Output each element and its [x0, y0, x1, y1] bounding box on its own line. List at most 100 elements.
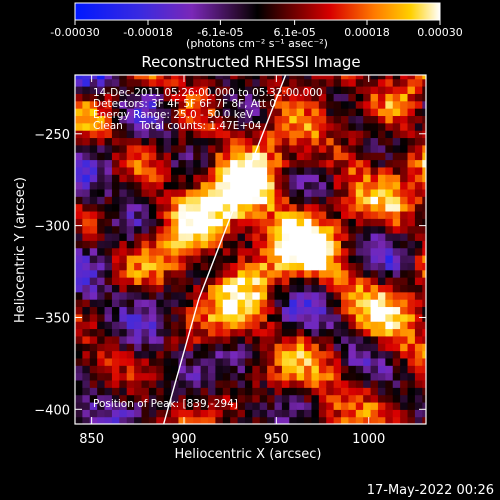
- heatmap-cell: [222, 122, 231, 131]
- heatmap-cell: [326, 144, 335, 153]
- heatmap-cell: [259, 93, 268, 102]
- heatmap-cell: [341, 210, 350, 219]
- heatmap-cell: [385, 159, 394, 168]
- heatmap-cell: [267, 262, 276, 271]
- heatmap-cell: [392, 78, 401, 87]
- heatmap-cell: [156, 306, 165, 315]
- heatmap-cell: [97, 343, 106, 352]
- heatmap-cell: [341, 137, 350, 146]
- heatmap-cell: [148, 232, 157, 241]
- heatmap-cell: [75, 152, 83, 161]
- heatmap-cell: [422, 284, 426, 293]
- heatmap-cell: [252, 313, 261, 322]
- heatmap-cell: [341, 108, 350, 117]
- heatmap-cell: [400, 387, 409, 396]
- heatmap-cell: [407, 328, 416, 337]
- heatmap-cell: [259, 232, 268, 241]
- heatmap-cell: [82, 269, 91, 278]
- heatmap-cell: [407, 75, 416, 80]
- heatmap-cell: [311, 277, 320, 285]
- heatmap-cell: [267, 357, 276, 366]
- heatmap-cell: [148, 196, 157, 205]
- heatmap-cell: [377, 372, 386, 381]
- heatmap-cell: [222, 328, 231, 337]
- heatmap-cell: [252, 232, 261, 241]
- heatmap-cell: [126, 218, 135, 227]
- heatmap-cell: [355, 328, 364, 337]
- heatmap-cell: [200, 181, 209, 190]
- heatmap-cell: [355, 78, 364, 87]
- heatmap-cell: [326, 247, 335, 256]
- heatmap-cell: [318, 255, 327, 263]
- heatmap-cell: [318, 122, 327, 131]
- heatmap-cell: [370, 115, 379, 124]
- heatmap-cell: [267, 321, 276, 330]
- heatmap-cell: [422, 75, 426, 80]
- heatmap-cell: [363, 159, 372, 168]
- heatmap-cell: [377, 291, 386, 300]
- heatmap-cell: [370, 335, 379, 344]
- heatmap-cell: [341, 321, 350, 330]
- heatmap-cell: [355, 225, 364, 234]
- heatmap-cell: [355, 100, 364, 109]
- heatmap-cell: [311, 218, 320, 227]
- heatmap-cell: [311, 108, 320, 117]
- heatmap-cell: [377, 122, 386, 131]
- heatmap-cell: [163, 174, 172, 183]
- heatmap-cell: [141, 218, 150, 227]
- heatmap-cell: [422, 387, 426, 396]
- heatmap-cell: [215, 401, 224, 410]
- heatmap-cell: [200, 335, 209, 344]
- heatmap-cell: [377, 328, 386, 337]
- heatmap-cell: [163, 291, 172, 300]
- heatmap-cell: [141, 196, 150, 205]
- heatmap-cell: [274, 313, 283, 322]
- heatmap-cell: [252, 93, 261, 102]
- heatmap-cell: [407, 416, 416, 424]
- heatmap-cell: [370, 328, 379, 337]
- heatmap-cell: [267, 144, 276, 153]
- heatmap-cell: [141, 108, 150, 117]
- heatmap-cell: [370, 196, 379, 205]
- heatmap-cell: [311, 100, 320, 109]
- heatmap-cell: [355, 174, 364, 183]
- heatmap-cell: [163, 299, 172, 308]
- heatmap-cell: [193, 159, 202, 168]
- heatmap-cell: [407, 218, 416, 227]
- heatmap-cell: [259, 75, 268, 80]
- colorbar: [74, 2, 441, 21]
- heatmap-cell: [259, 379, 268, 388]
- heatmap-cell: [111, 379, 120, 388]
- heatmap-cell: [134, 203, 143, 212]
- heatmap-cell: [333, 174, 342, 183]
- heatmap-cell: [82, 137, 91, 146]
- heatmap-cell: [341, 277, 350, 285]
- heatmap-cell: [75, 291, 83, 300]
- heatmap-cell: [296, 218, 305, 227]
- heatmap-cell: [267, 255, 276, 263]
- heatmap-cell: [370, 225, 379, 234]
- plot-frame: [74, 74, 427, 425]
- heatmap-cell: [97, 394, 106, 403]
- heatmap-cell: [289, 372, 298, 381]
- heatmap-cell: [355, 343, 364, 352]
- heatmap-cell: [422, 93, 426, 102]
- heatmap-cell: [296, 159, 305, 168]
- heatmap-cell: [363, 262, 372, 271]
- heatmap-cell: [400, 210, 409, 219]
- heatmap-cell: [355, 86, 364, 94]
- heatmap-cell: [341, 291, 350, 300]
- heatmap-cell: [244, 75, 253, 80]
- heatmap-cell: [267, 203, 276, 212]
- heatmap-cell: [97, 108, 106, 117]
- heatmap-cell: [208, 115, 216, 124]
- heatmap-cell: [422, 277, 426, 285]
- heatmap-cell: [230, 284, 239, 293]
- heatmap-cell: [222, 130, 231, 139]
- heatmap-cell: [208, 365, 216, 374]
- heatmap-cell: [289, 210, 298, 219]
- heatmap-cell: [178, 196, 187, 205]
- heatmap-cell: [215, 93, 224, 102]
- heatmap-cell: [370, 166, 379, 175]
- heatmap-cell: [414, 365, 423, 374]
